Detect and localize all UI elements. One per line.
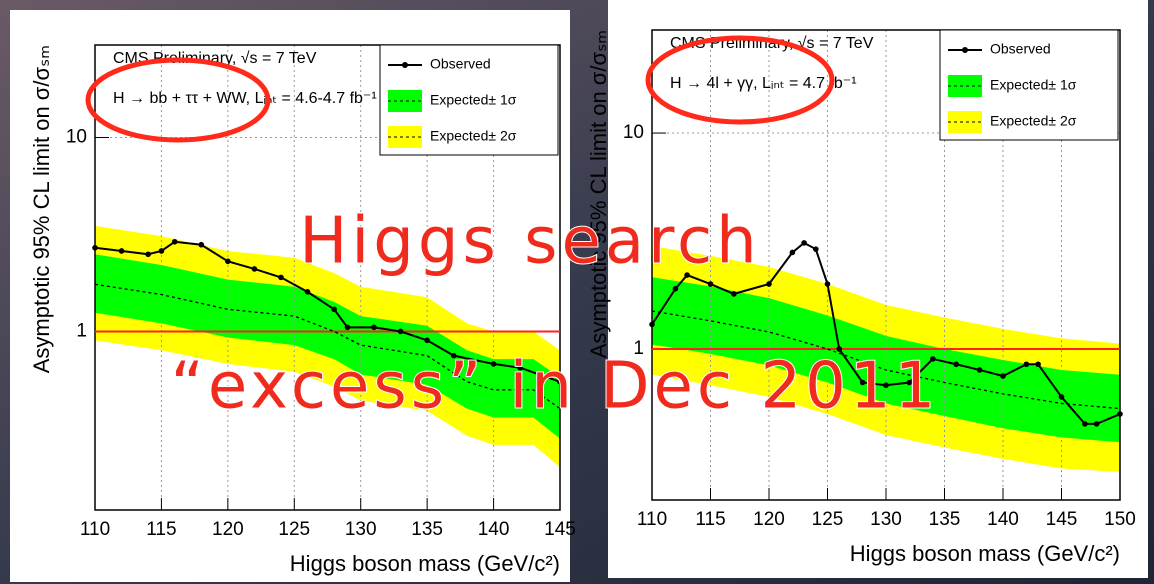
data-point bbox=[251, 266, 258, 272]
annotation: CMS Preliminary, √s = 7 TeV bbox=[113, 50, 317, 67]
data-point bbox=[836, 346, 842, 352]
legend-label: Expected± 1σ bbox=[430, 92, 517, 108]
data-point bbox=[557, 378, 563, 385]
y-tick-label: 1 bbox=[633, 338, 644, 359]
x-tick-label: 145 bbox=[1046, 509, 1078, 530]
legend-label: Expected± 1σ bbox=[990, 77, 1077, 93]
highlight-circle bbox=[645, 35, 835, 125]
data-point bbox=[684, 272, 690, 278]
data-point bbox=[304, 289, 311, 295]
data-point bbox=[158, 248, 165, 254]
data-point bbox=[92, 244, 98, 251]
x-tick-label: 110 bbox=[637, 509, 667, 530]
legend-label: Observed bbox=[430, 56, 491, 72]
x-tick-label: 140 bbox=[987, 509, 1019, 530]
data-point bbox=[766, 281, 772, 287]
y-tick-label: 1 bbox=[76, 320, 87, 341]
legend-swatch bbox=[948, 111, 982, 133]
data-point bbox=[344, 324, 351, 331]
data-point bbox=[225, 258, 231, 265]
annotation: H → 4l + γγ, Lᵢₙₜ = 4.7 fb⁻¹ bbox=[670, 75, 857, 92]
data-point bbox=[707, 281, 714, 287]
annotation: H → bb + ττ + WW, Lᵢₙₜ = 4.6-4.7 fb⁻¹ bbox=[113, 90, 377, 107]
data-point bbox=[813, 246, 819, 252]
legend-swatch-marker bbox=[402, 62, 408, 68]
data-point bbox=[517, 364, 523, 371]
legend-swatch-marker bbox=[962, 47, 968, 53]
x-axis-label: Higgs boson mass (GeV/c²) bbox=[850, 541, 1120, 566]
legend-swatch bbox=[948, 75, 982, 97]
legend-label: Observed bbox=[990, 41, 1051, 57]
overlay-title: Higgs search bbox=[299, 205, 760, 279]
data-point bbox=[118, 248, 125, 254]
data-point bbox=[859, 379, 866, 386]
x-tick-label: 130 bbox=[870, 509, 902, 530]
data-point bbox=[424, 337, 430, 344]
data-point bbox=[490, 361, 497, 367]
band bbox=[95, 254, 560, 439]
overlay-title: “excess” in Dec 2011 bbox=[171, 350, 940, 424]
data-point bbox=[145, 251, 151, 258]
x-tick-label: 115 bbox=[695, 509, 725, 530]
x-tick-label: 145 bbox=[544, 519, 576, 540]
data-point bbox=[450, 352, 457, 359]
data-point bbox=[171, 238, 178, 245]
data-point bbox=[883, 382, 889, 389]
data-point bbox=[1082, 421, 1088, 427]
data-point bbox=[801, 240, 807, 246]
observed-line bbox=[651, 241, 1121, 425]
data-point bbox=[331, 306, 337, 313]
data-point bbox=[1023, 361, 1030, 368]
x-tick-label: 140 bbox=[478, 519, 510, 540]
x-tick-label: 135 bbox=[411, 519, 443, 540]
x-tick-label: 120 bbox=[753, 509, 785, 530]
highlight-circle bbox=[85, 57, 271, 143]
data-point bbox=[1035, 361, 1041, 368]
x-axis-label: Higgs boson mass (GeV/c²) bbox=[290, 551, 560, 576]
data-point bbox=[976, 367, 983, 373]
data-point bbox=[397, 328, 404, 335]
data-point bbox=[1058, 394, 1065, 400]
x-tick-label: 125 bbox=[278, 519, 310, 540]
data-point bbox=[930, 356, 936, 362]
data-point bbox=[731, 291, 737, 297]
data-point bbox=[198, 241, 205, 248]
x-tick-label: 135 bbox=[929, 509, 961, 530]
plot-frame bbox=[94, 44, 561, 511]
plot-frame bbox=[651, 29, 1121, 501]
x-tick-label: 125 bbox=[812, 509, 844, 530]
data-point bbox=[278, 274, 284, 281]
x-tick-label: 115 bbox=[146, 519, 176, 540]
y-tick-label: 10 bbox=[66, 127, 87, 148]
data-point bbox=[906, 379, 913, 386]
x-tick-label: 120 bbox=[212, 519, 244, 540]
data-point bbox=[1117, 411, 1123, 417]
x-tick-label: 130 bbox=[345, 519, 377, 540]
y-axis-label: Asymptotic 95% CL limit on σ/σₛₘ bbox=[29, 45, 54, 373]
data-point bbox=[672, 286, 679, 292]
legend-swatch bbox=[388, 126, 422, 148]
x-tick-label: 110 bbox=[80, 519, 110, 540]
y-axis-label: Asymptotic 95% CL limit on σ/σₛₘ bbox=[586, 30, 611, 358]
data-point bbox=[1093, 421, 1100, 427]
data-point bbox=[371, 324, 377, 331]
data-point bbox=[789, 249, 796, 256]
data-point bbox=[649, 321, 655, 328]
charts: 110 115 120 125 130 135 140 145110ObservedExpec… bbox=[10, 0, 1148, 582]
data-point bbox=[1000, 373, 1006, 379]
legend-label: Expected± 2σ bbox=[990, 113, 1077, 129]
expected-line bbox=[651, 310, 1121, 410]
legend-label: Expected± 2σ bbox=[430, 128, 517, 144]
legend-swatch bbox=[388, 90, 422, 112]
y-tick-label: 10 bbox=[623, 122, 644, 143]
data-point bbox=[953, 361, 959, 368]
x-tick-label: 150 bbox=[1104, 509, 1136, 530]
data-point bbox=[824, 281, 831, 287]
